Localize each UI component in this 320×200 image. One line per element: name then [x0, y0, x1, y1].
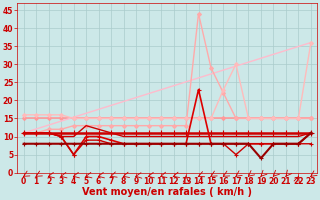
- X-axis label: Vent moyen/en rafales ( km/h ): Vent moyen/en rafales ( km/h ): [82, 187, 252, 197]
